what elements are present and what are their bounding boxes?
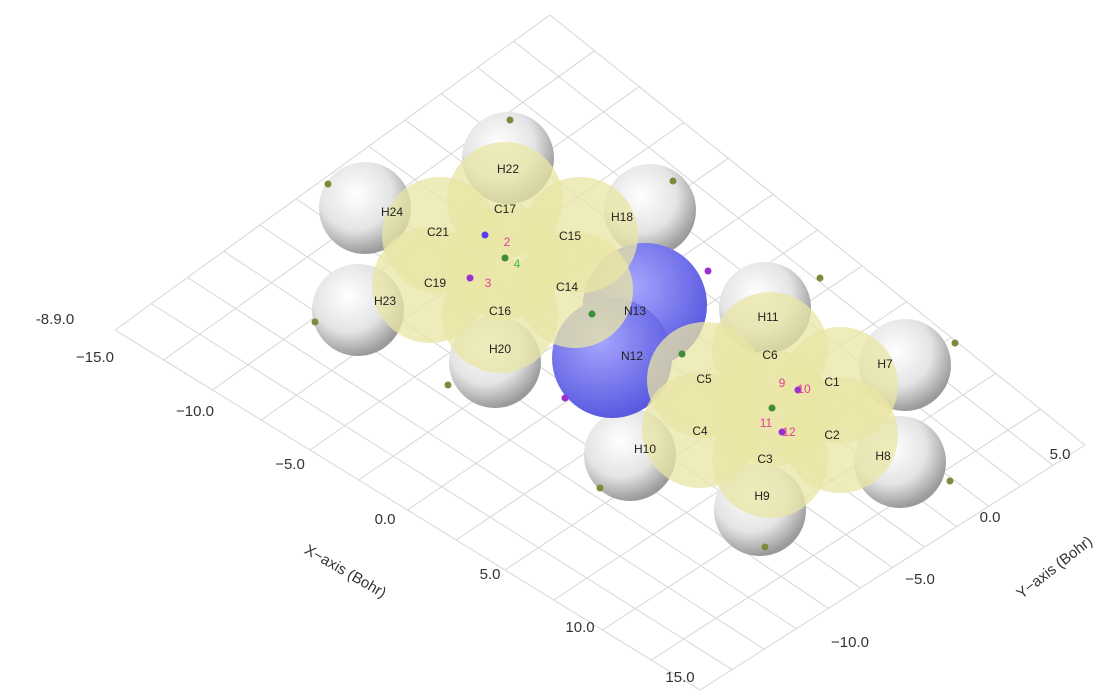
cp-dot [947, 478, 954, 485]
cp-dot [817, 275, 824, 282]
atom-label: C16 [489, 304, 511, 318]
x-tick-label: 0.0 [375, 511, 396, 528]
cp-label: 9 [779, 376, 786, 390]
cp-dot [670, 178, 677, 185]
cp-dot [502, 255, 509, 262]
x-tick-label: −15.0 [76, 349, 114, 366]
atom-label: H10 [634, 442, 656, 456]
atom-label: C15 [559, 229, 581, 243]
c-sphere [447, 204, 563, 320]
z-tick-label: -8.9.0 [36, 311, 74, 328]
page: -8.9.0 X−axis (Bohr) Y−axis (Bohr) −15.0… [0, 0, 1118, 690]
atom-label: C17 [494, 202, 516, 216]
cp-label: 12 [782, 425, 796, 439]
atom-label: H8 [875, 449, 891, 463]
atom-label: C14 [556, 280, 578, 294]
x-tick-label: −10.0 [176, 403, 214, 420]
atom-label: H22 [497, 162, 519, 176]
atom-label: C1 [824, 375, 840, 389]
x-axis-title: X−axis (Bohr) [301, 541, 389, 601]
cp-dot [562, 395, 569, 402]
cp-label: 4 [514, 257, 521, 271]
cp-dot [762, 544, 769, 551]
cp-dot [312, 319, 319, 326]
cp-label: 2 [504, 235, 511, 249]
x-tick-label: 10.0 [565, 619, 594, 636]
atom-label: N13 [624, 304, 646, 318]
atom-label: C5 [696, 372, 712, 386]
cp-dot [769, 405, 776, 412]
cp-dot [482, 232, 489, 239]
cp-label: 11 [760, 416, 773, 430]
atom-label: H7 [877, 357, 893, 371]
cp-dot [705, 268, 712, 275]
cp-label: 3 [485, 276, 492, 290]
y-tick-label: 0.0 [980, 509, 1001, 526]
cp-dot [507, 117, 514, 124]
atom-label: H20 [489, 342, 511, 356]
y-axis-title: Y−axis (Bohr) [1013, 533, 1095, 603]
x-tick-label: −5.0 [275, 456, 305, 473]
atom-label: H18 [611, 210, 633, 224]
atom-label: N12 [621, 349, 643, 363]
atom-label: C6 [762, 348, 778, 362]
cp-dot [589, 311, 596, 318]
cp-dot [467, 275, 474, 282]
cp-dot [597, 485, 604, 492]
atom-label: C19 [424, 276, 446, 290]
atom-label: C2 [824, 428, 840, 442]
y-tick-label: −5.0 [905, 571, 935, 588]
scene: -8.9.0 X−axis (Bohr) Y−axis (Bohr) −15.0… [0, 0, 1118, 690]
atom-label: H11 [757, 310, 778, 324]
atom-label: C4 [692, 424, 708, 438]
cp-dot [679, 351, 686, 358]
cp-dot [952, 340, 959, 347]
atom-label: C3 [757, 452, 773, 466]
y-tick-label: 5.0 [1050, 446, 1071, 463]
cp-dot [325, 181, 332, 188]
x-tick-label: 5.0 [480, 566, 501, 583]
atom-label: H24 [381, 205, 403, 219]
y-tick-label: −10.0 [831, 634, 869, 651]
cp-label: 10 [797, 382, 811, 396]
atom-label: C21 [427, 225, 449, 239]
cp-dot [445, 382, 452, 389]
atom-label: H9 [754, 489, 770, 503]
x-tick-label: 15.0 [665, 669, 694, 686]
atom-label: H23 [374, 294, 396, 308]
